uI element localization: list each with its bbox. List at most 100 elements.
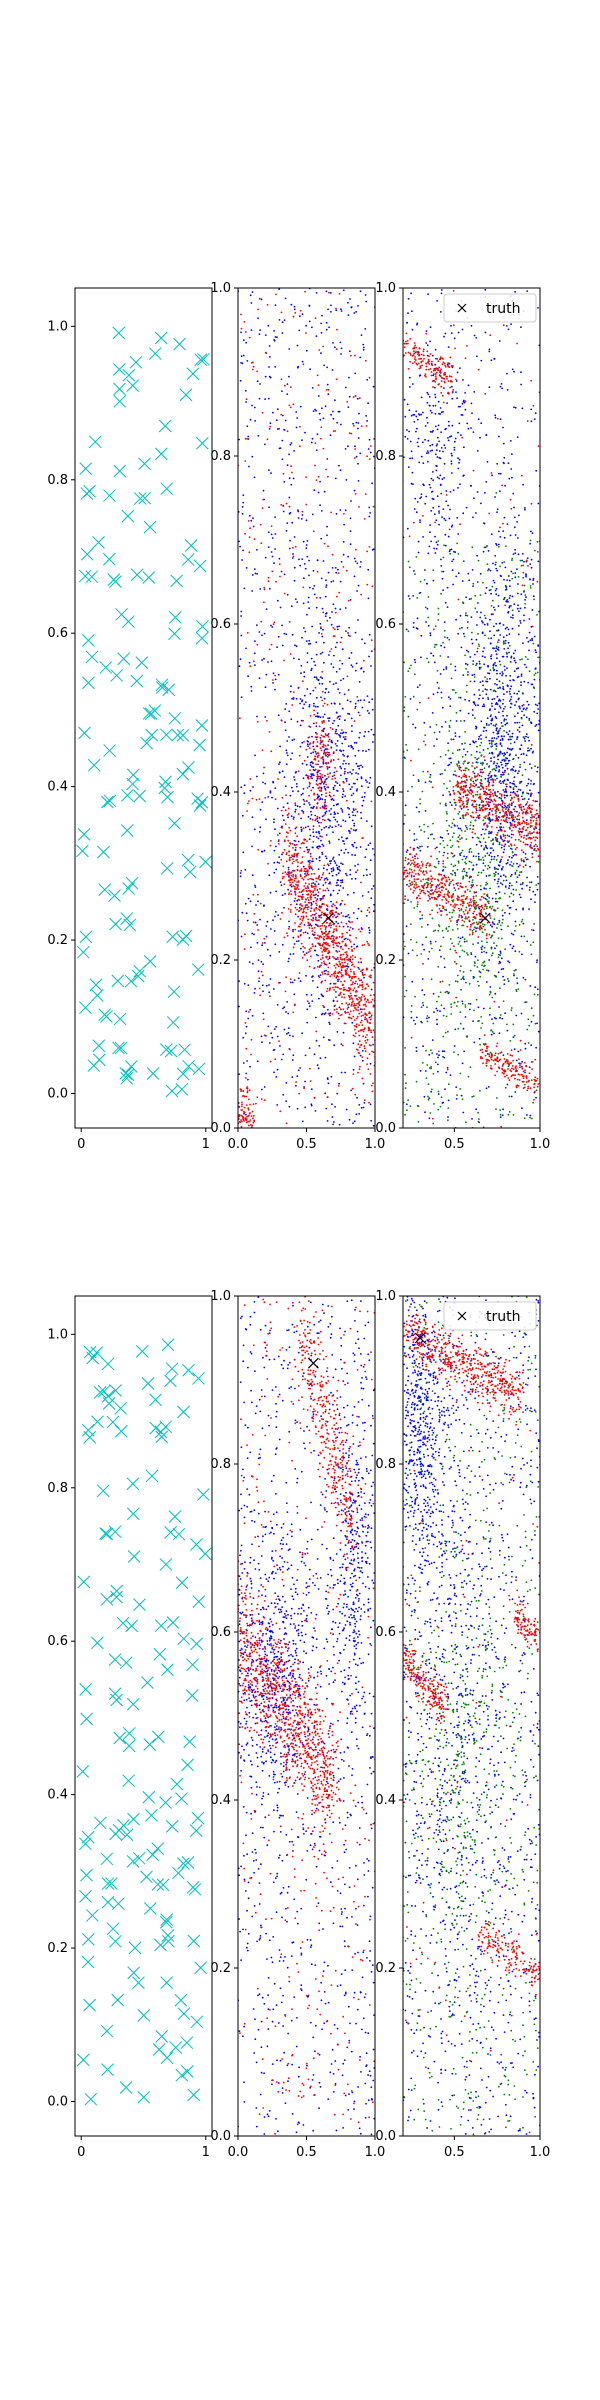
point bbox=[259, 631, 261, 633]
point bbox=[354, 355, 356, 357]
point bbox=[307, 787, 309, 789]
point bbox=[307, 601, 309, 603]
point bbox=[329, 912, 331, 914]
point bbox=[336, 596, 338, 598]
point bbox=[491, 720, 493, 722]
point bbox=[474, 681, 476, 683]
x-marker bbox=[127, 778, 139, 790]
point bbox=[321, 781, 323, 783]
point bbox=[318, 938, 320, 940]
point bbox=[284, 708, 286, 710]
point bbox=[479, 617, 481, 619]
point bbox=[327, 476, 329, 478]
y-tick-label: 0.4 bbox=[47, 780, 68, 795]
point bbox=[495, 730, 497, 732]
point bbox=[291, 879, 293, 881]
point bbox=[257, 380, 259, 382]
point bbox=[528, 798, 530, 800]
point bbox=[317, 374, 319, 376]
x-marker bbox=[167, 931, 179, 943]
point bbox=[254, 885, 256, 887]
point bbox=[466, 856, 468, 858]
x-marker bbox=[187, 368, 199, 380]
point bbox=[486, 587, 488, 589]
point bbox=[520, 684, 522, 686]
point bbox=[306, 891, 308, 893]
point bbox=[504, 669, 506, 671]
point bbox=[317, 955, 319, 957]
point bbox=[517, 1051, 519, 1053]
point bbox=[241, 1115, 243, 1117]
point bbox=[342, 1045, 344, 1047]
point bbox=[303, 741, 305, 743]
point bbox=[303, 951, 305, 953]
point bbox=[369, 546, 371, 548]
point bbox=[350, 995, 352, 997]
point bbox=[334, 813, 336, 815]
x-marker bbox=[127, 380, 139, 392]
point bbox=[407, 438, 409, 440]
point bbox=[435, 552, 437, 554]
point bbox=[294, 644, 296, 646]
point bbox=[428, 625, 430, 627]
point bbox=[364, 1045, 366, 1047]
point bbox=[515, 754, 517, 756]
point bbox=[456, 380, 458, 382]
point bbox=[325, 927, 327, 929]
point bbox=[294, 886, 296, 888]
point bbox=[341, 743, 343, 745]
point bbox=[427, 608, 429, 610]
point bbox=[304, 901, 306, 903]
point bbox=[295, 877, 297, 879]
point bbox=[343, 678, 345, 680]
point bbox=[526, 754, 528, 756]
point bbox=[355, 995, 357, 997]
point bbox=[518, 515, 520, 517]
point bbox=[514, 722, 516, 724]
point bbox=[502, 711, 504, 713]
point bbox=[324, 1013, 326, 1015]
point bbox=[529, 618, 531, 620]
point bbox=[294, 845, 296, 847]
point bbox=[491, 926, 493, 928]
point bbox=[476, 864, 478, 866]
point bbox=[325, 882, 327, 884]
point bbox=[437, 692, 439, 694]
point bbox=[455, 619, 457, 621]
point bbox=[340, 732, 342, 734]
point bbox=[323, 872, 325, 874]
point bbox=[500, 1116, 502, 1118]
point bbox=[257, 309, 259, 311]
x-marker bbox=[78, 828, 90, 840]
point bbox=[454, 824, 456, 826]
point bbox=[411, 483, 413, 485]
point bbox=[429, 632, 431, 634]
point bbox=[353, 783, 355, 785]
y-tick-label: 0.2 bbox=[47, 933, 68, 948]
point bbox=[345, 479, 347, 481]
point bbox=[327, 1077, 329, 1079]
point bbox=[297, 866, 299, 868]
point bbox=[269, 356, 271, 358]
point bbox=[336, 930, 338, 932]
point bbox=[262, 412, 264, 414]
point bbox=[416, 1050, 418, 1052]
point bbox=[433, 745, 435, 747]
point bbox=[332, 342, 334, 344]
point bbox=[431, 450, 433, 452]
point bbox=[350, 355, 352, 357]
point bbox=[322, 896, 324, 898]
point bbox=[297, 861, 299, 863]
point bbox=[517, 729, 519, 731]
point bbox=[521, 744, 523, 746]
point bbox=[360, 561, 362, 563]
point bbox=[517, 537, 519, 539]
point bbox=[327, 888, 329, 890]
point bbox=[325, 1108, 327, 1110]
point bbox=[321, 852, 323, 854]
point bbox=[280, 859, 282, 861]
point bbox=[503, 457, 505, 459]
point bbox=[260, 809, 262, 811]
point bbox=[325, 784, 327, 786]
point bbox=[350, 927, 352, 929]
